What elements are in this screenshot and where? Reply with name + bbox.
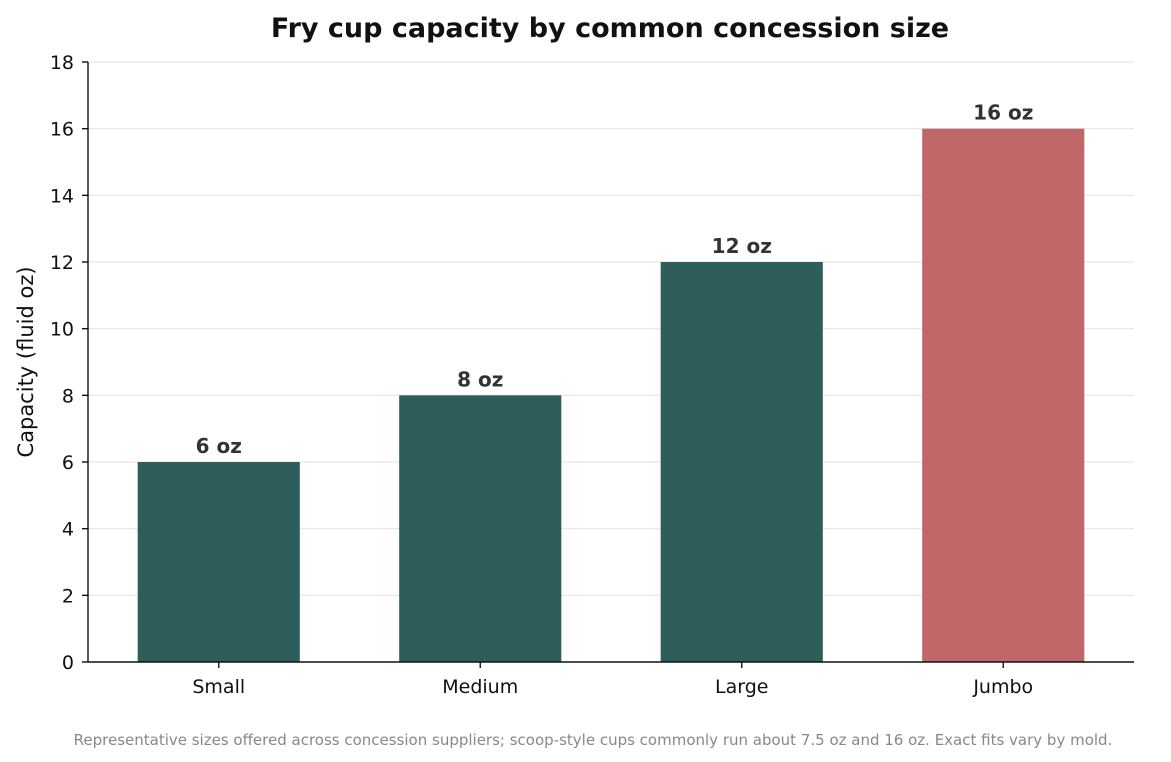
y-tick-label: 0: [62, 652, 74, 674]
x-tick-label: Medium: [442, 676, 518, 698]
chart-title: Fry cup capacity by common concession si…: [271, 13, 949, 44]
footnote: Representative sizes offered across conc…: [74, 731, 1113, 749]
data-labels: 6 oz 8 oz 12 oz 16 oz: [196, 101, 1034, 458]
x-ticks: Small Medium Large Jumbo: [192, 662, 1033, 698]
bar-small: [137, 462, 300, 662]
x-tick-label: Small: [192, 676, 245, 698]
y-axis-label: Capacity (fluid oz): [14, 266, 38, 457]
x-tick-label: Large: [715, 676, 768, 698]
y-tick-label: 10: [50, 319, 74, 341]
y-tick-label: 4: [62, 519, 74, 541]
bar-jumbo: [922, 128, 1085, 662]
y-tick-label: 18: [50, 52, 74, 74]
bars: [137, 128, 1085, 662]
y-tick-label: 8: [62, 385, 74, 407]
data-label: 12 oz: [712, 234, 772, 258]
bar-medium: [399, 395, 562, 662]
x-tick-label: Jumbo: [972, 676, 1033, 698]
y-tick-label: 2: [62, 585, 74, 607]
y-tick-label: 6: [62, 452, 74, 474]
bar-large: [660, 262, 823, 662]
y-tick-label: 16: [50, 119, 74, 141]
y-ticks: 0 2 4 6 8 10 12 14 16 18: [50, 52, 88, 674]
y-tick-label: 14: [50, 185, 74, 207]
data-label: 16 oz: [973, 101, 1033, 125]
y-tick-label: 12: [50, 252, 74, 274]
data-label: 6 oz: [196, 434, 242, 458]
data-label: 8 oz: [457, 367, 503, 391]
